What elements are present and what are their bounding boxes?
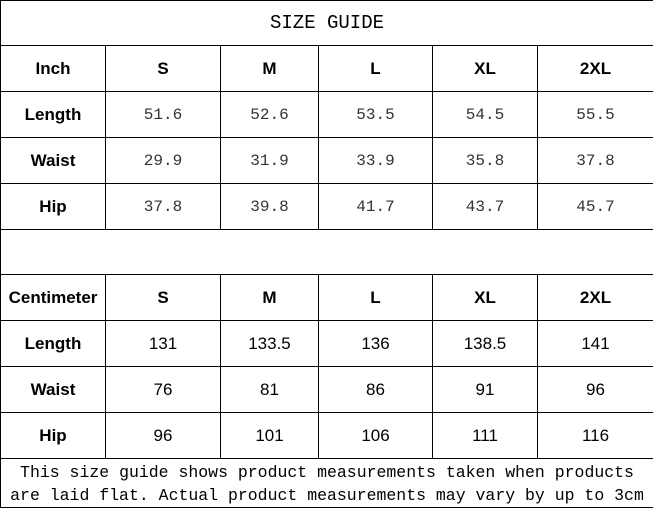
measurement-value: 51.6 — [106, 92, 221, 138]
measurement-label: Length — [1, 92, 106, 138]
measurement-value: 96 — [538, 367, 653, 413]
measurement-value: 37.8 — [538, 138, 653, 184]
measurement-value: 55.5 — [538, 92, 653, 138]
measurement-value: 136 — [319, 321, 433, 367]
measurement-value: 39.8 — [221, 184, 319, 230]
spacer-row — [1, 230, 653, 275]
measurement-value: 41.7 — [319, 184, 433, 230]
measurement-value: 52.6 — [221, 92, 319, 138]
measurement-value: 33.9 — [319, 138, 433, 184]
size-header: S — [106, 275, 221, 321]
measurement-value: 133.5 — [221, 321, 319, 367]
measurement-value: 29.9 — [106, 138, 221, 184]
measurement-value: 76 — [106, 367, 221, 413]
measurement-value: 45.7 — [538, 184, 653, 230]
measurement-value: 43.7 — [433, 184, 538, 230]
measurement-value: 131 — [106, 321, 221, 367]
size-header: XL — [433, 46, 538, 92]
size-header: S — [106, 46, 221, 92]
size-header: 2XL — [538, 275, 653, 321]
size-header: M — [221, 275, 319, 321]
measurement-value: 81 — [221, 367, 319, 413]
measurement-value: 31.9 — [221, 138, 319, 184]
measurement-value: 86 — [319, 367, 433, 413]
measurement-label: Hip — [1, 184, 106, 230]
measurement-value: 111 — [433, 413, 538, 459]
measurement-value: 37.8 — [106, 184, 221, 230]
measurement-value: 54.5 — [433, 92, 538, 138]
measurement-value: 101 — [221, 413, 319, 459]
measurement-value: 53.5 — [319, 92, 433, 138]
table-title: SIZE GUIDE — [1, 1, 653, 46]
size-header: XL — [433, 275, 538, 321]
measurement-value: 35.8 — [433, 138, 538, 184]
measurement-value: 91 — [433, 367, 538, 413]
size-header: M — [221, 46, 319, 92]
unit-label: Inch — [1, 46, 106, 92]
measurement-note: This size guide shows product measuremen… — [1, 459, 653, 508]
size-header: 2XL — [538, 46, 653, 92]
measurement-label: Waist — [1, 367, 106, 413]
unit-label: Centimeter — [1, 275, 106, 321]
measurement-label: Waist — [1, 138, 106, 184]
measurement-value: 96 — [106, 413, 221, 459]
measurement-value: 116 — [538, 413, 653, 459]
measurement-label: Hip — [1, 413, 106, 459]
size-header: L — [319, 46, 433, 92]
measurement-value: 106 — [319, 413, 433, 459]
measurement-value: 138.5 — [433, 321, 538, 367]
size-header: L — [319, 275, 433, 321]
measurement-label: Length — [1, 321, 106, 367]
measurement-value: 141 — [538, 321, 653, 367]
